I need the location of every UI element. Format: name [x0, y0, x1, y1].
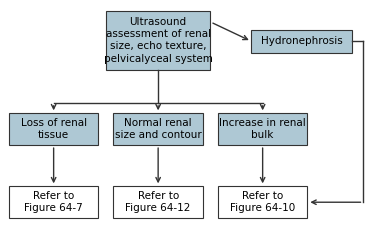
Text: Ultrasound
assessment of renal
size, echo texture,
pelvicalyceal system: Ultrasound assessment of renal size, ech… — [104, 17, 212, 64]
FancyBboxPatch shape — [113, 186, 203, 218]
FancyBboxPatch shape — [218, 186, 308, 218]
FancyBboxPatch shape — [252, 30, 352, 53]
Text: Refer to
Figure 64-12: Refer to Figure 64-12 — [126, 191, 191, 213]
Text: Refer to
Figure 64-7: Refer to Figure 64-7 — [24, 191, 83, 213]
Text: Normal renal
size and contour: Normal renal size and contour — [115, 118, 202, 140]
FancyBboxPatch shape — [9, 186, 99, 218]
FancyBboxPatch shape — [106, 11, 211, 70]
Text: Hydronephrosis: Hydronephrosis — [261, 36, 343, 46]
Text: Refer to
Figure 64-10: Refer to Figure 64-10 — [230, 191, 295, 213]
FancyBboxPatch shape — [9, 113, 99, 145]
Text: Loss of renal
tissue: Loss of renal tissue — [21, 118, 87, 140]
FancyBboxPatch shape — [113, 113, 203, 145]
Text: Increase in renal
bulk: Increase in renal bulk — [219, 118, 306, 140]
FancyBboxPatch shape — [218, 113, 308, 145]
